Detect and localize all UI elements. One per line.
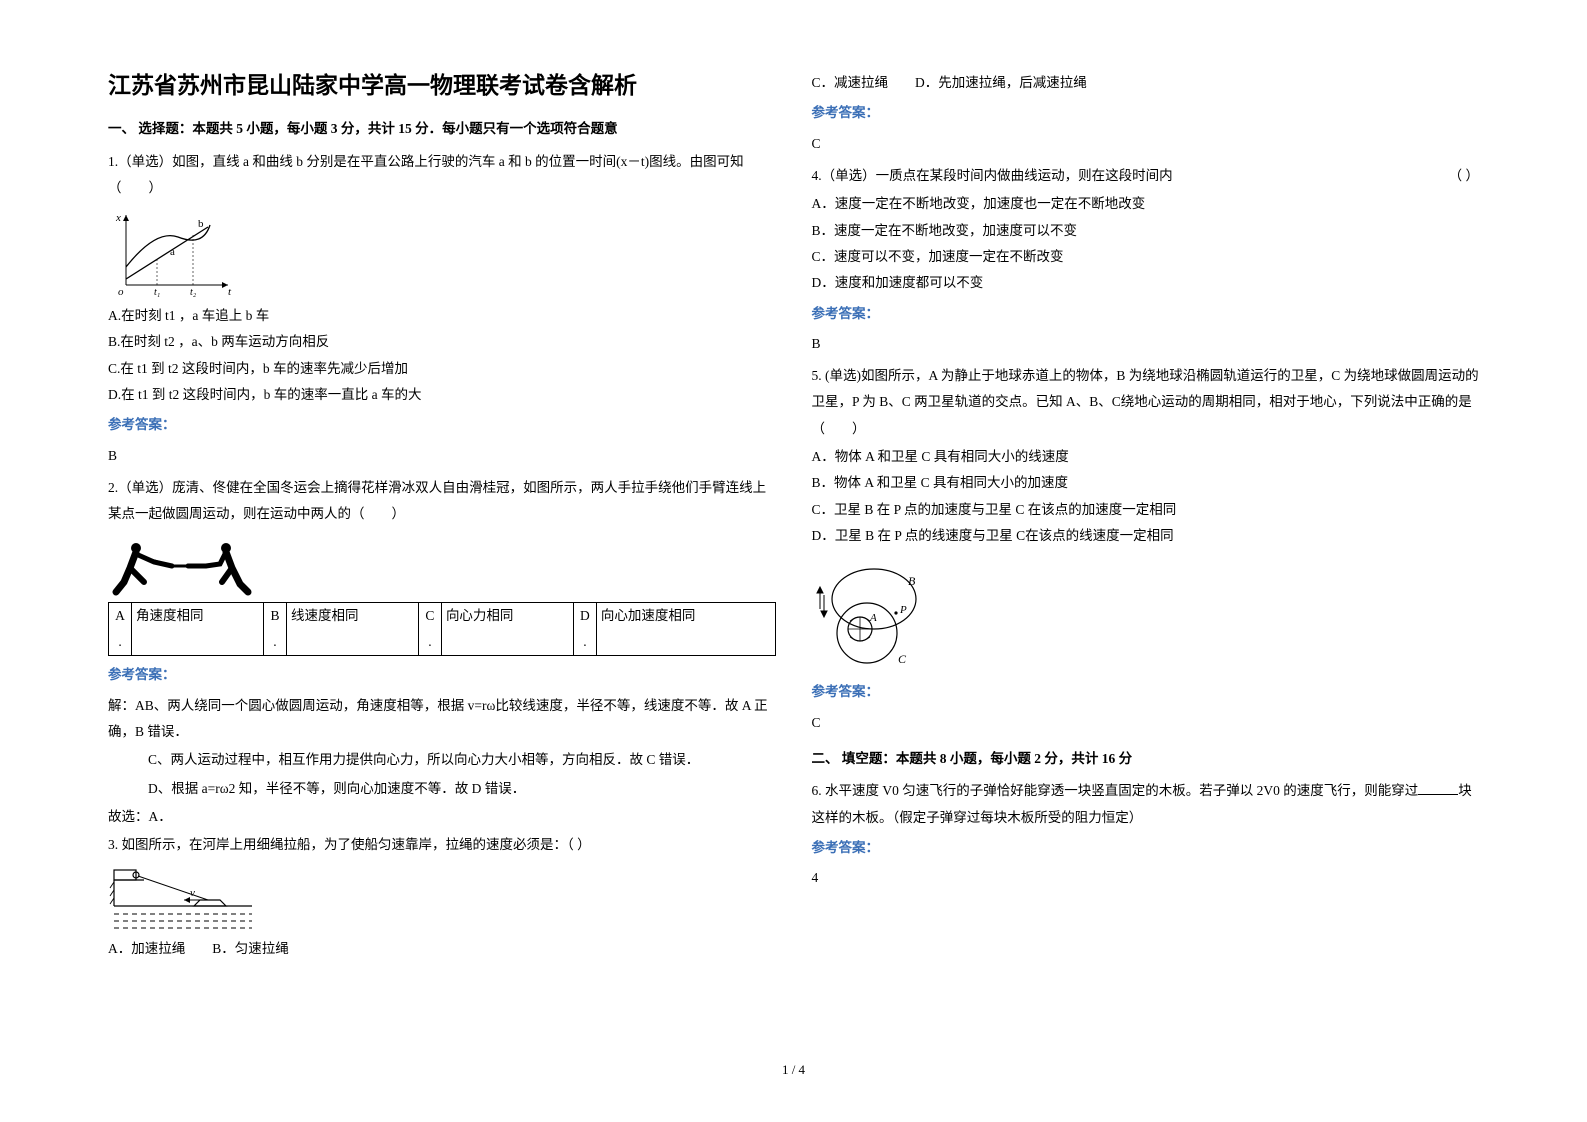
svg-text:b: b [198, 218, 204, 230]
q4-opt-b: B．速度一定在不断地改变，加速度可以不变 [812, 218, 1480, 244]
q2-ans-header: 参考答案： [108, 662, 776, 688]
q3-figure: v [108, 864, 776, 930]
svg-text:x: x [115, 212, 121, 224]
q5-opt-a: A．物体 A 和卫星 C 具有相同大小的线速度 [812, 444, 1480, 470]
page-footer: 1 / 4 [0, 1060, 1587, 1078]
q2-opt-b-text: 线速度相同 [286, 602, 418, 656]
q3-ans: C [812, 131, 1480, 157]
section1-title: 一、 选择题：本题共 5 小题，每小题 3 分，共计 15 分．每小题只有一个选… [108, 116, 776, 142]
q2-opt-b-label: B. [263, 602, 286, 656]
q1-opt-a: A.在时刻 t1 ，a 车追上 b 车 [108, 303, 776, 329]
q4-ans-header: 参考答案： [812, 301, 1480, 327]
q3-opts-row2: C．减速拉绳 D．先加速拉绳，后减速拉绳 [812, 70, 1480, 96]
q5-opt-b: B．物体 A 和卫星 C 具有相同大小的加速度 [812, 470, 1480, 496]
q4-opt-d: D．速度和加速度都可以不变 [812, 270, 1480, 296]
q1-body: 1.（单选）如图，直线 a 和曲线 b 分别是在平直公路上行驶的汽车 a 和 b… [108, 149, 776, 202]
q2-opt-c-label: C. [418, 602, 441, 656]
q4-body-paren: （ ） [1449, 163, 1479, 189]
svg-text:v: v [190, 887, 195, 899]
svg-text:C: C [898, 652, 907, 666]
q2-expl3: D、根据 a=rω2 知，半径不等，则向心加速度不等．故 D 错误． [108, 776, 776, 802]
q6-ans: 4 [812, 865, 1480, 891]
q4-body-main: 4.（单选）一质点在某段时间内做曲线运动，则在这段时间内 [812, 168, 1173, 183]
q3-opt-d: D．先加速拉绳，后减速拉绳 [915, 75, 1087, 90]
q6-ans-header: 参考答案： [812, 835, 1480, 861]
q4-opt-c: C．速度可以不变，加速度一定在不断改变 [812, 244, 1480, 270]
q6-blank [1418, 781, 1458, 796]
q2-opt-a-text: 角速度相同 [132, 602, 264, 656]
q4-opt-a: A．速度一定在不断地改变，加速度也一定在不断地改变 [812, 191, 1480, 217]
section2-title: 二、 填空题：本题共 8 小题，每小题 2 分，共计 16 分 [812, 746, 1480, 772]
svg-text:A: A [869, 612, 877, 624]
q1-opt-b: B.在时刻 t2 ，a、b 两车运动方向相反 [108, 329, 776, 355]
q1-opt-c: C.在 t1 到 t2 这段时间内，b 车的速率先减少后增加 [108, 356, 776, 382]
q3-body: 3. 如图所示，在河岸上用细绳拉船，为了使船匀速靠岸，拉绳的速度必须是：（ ） [108, 832, 776, 858]
q6-body: 6. 水平速度 V0 匀速飞行的子弹恰好能穿透一块竖直固定的木板。若子弹以 2V… [812, 778, 1480, 831]
q2-expl1: 解：AB、两人绕同一个圆心做圆周运动，角速度相等，根据 v=rω比较线速度，半径… [108, 693, 776, 746]
q2-figure [108, 534, 776, 596]
q5-ans: C [812, 710, 1480, 736]
svg-text:B: B [908, 574, 916, 588]
q5-opt-d: D．卫星 B 在 P 点的线速度与卫星 C在该点的线速度一定相同 [812, 523, 1480, 549]
q3-ans-header: 参考答案： [812, 100, 1480, 126]
q3-opt-b: B．匀速拉绳 [212, 941, 289, 956]
svg-text:t₁: t₁ [154, 287, 160, 297]
q1-figure: x o t₁ t₂ t a b [108, 207, 776, 297]
q3-opts-row1: A．加速拉绳 B．匀速拉绳 [108, 936, 776, 962]
svg-text:P: P [899, 604, 907, 616]
q5-opt-c: C．卫星 B 在 P 点的加速度与卫星 C 在该点的加速度一定相同 [812, 497, 1480, 523]
q2-opt-c-text: 向心力相同 [441, 602, 573, 656]
q2-opt-a-label: A. [109, 602, 132, 656]
q2-opt-d-label: D. [573, 602, 596, 656]
svg-text:o: o [118, 286, 124, 297]
q5-ans-header: 参考答案： [812, 679, 1480, 705]
document-title: 江苏省苏州市昆山陆家中学高一物理联考试卷含解析 [108, 70, 776, 102]
q3-opt-c: C．减速拉绳 [812, 75, 889, 90]
svg-text:t₂: t₂ [190, 287, 197, 297]
q2-expl4: 故选：A． [108, 804, 776, 830]
q2-body: 2.（单选）庞清、佟健在全国冬运会上摘得花样滑冰双人自由滑桂冠，如图所示，两人手… [108, 475, 776, 528]
q3-opt-a: A．加速拉绳 [108, 941, 185, 956]
q2-opt-d-text: 向心加速度相同 [596, 602, 775, 656]
q4-ans: B [812, 331, 1480, 357]
q1-ans-header: 参考答案： [108, 412, 776, 438]
svg-text:a: a [170, 246, 175, 258]
q2-options-table: A. 角速度相同 B. 线速度相同 C. 向心力相同 D. 向心加速度相同 [108, 602, 776, 657]
q6-body-a: 6. 水平速度 V0 匀速飞行的子弹恰好能穿透一块竖直固定的木板。若子弹以 2V… [812, 783, 1419, 798]
q5-body: 5. (单选)如图所示，A 为静止于地球赤道上的物体，B 为绕地球沿椭圆轨道运行… [812, 363, 1480, 442]
svg-text:t: t [228, 286, 232, 297]
q2-expl2: C、两人运动过程中，相互作用力提供向心力，所以向心力大小相等，方向相反．故 C … [108, 747, 776, 773]
q5-figure: B C A P [812, 555, 1480, 673]
q4-body: 4.（单选）一质点在某段时间内做曲线运动，则在这段时间内 （ ） [812, 163, 1480, 189]
q1-opt-d: D.在 t1 到 t2 这段时间内，b 车的速率一直比 a 车的大 [108, 382, 776, 408]
q1-ans: B [108, 443, 776, 469]
